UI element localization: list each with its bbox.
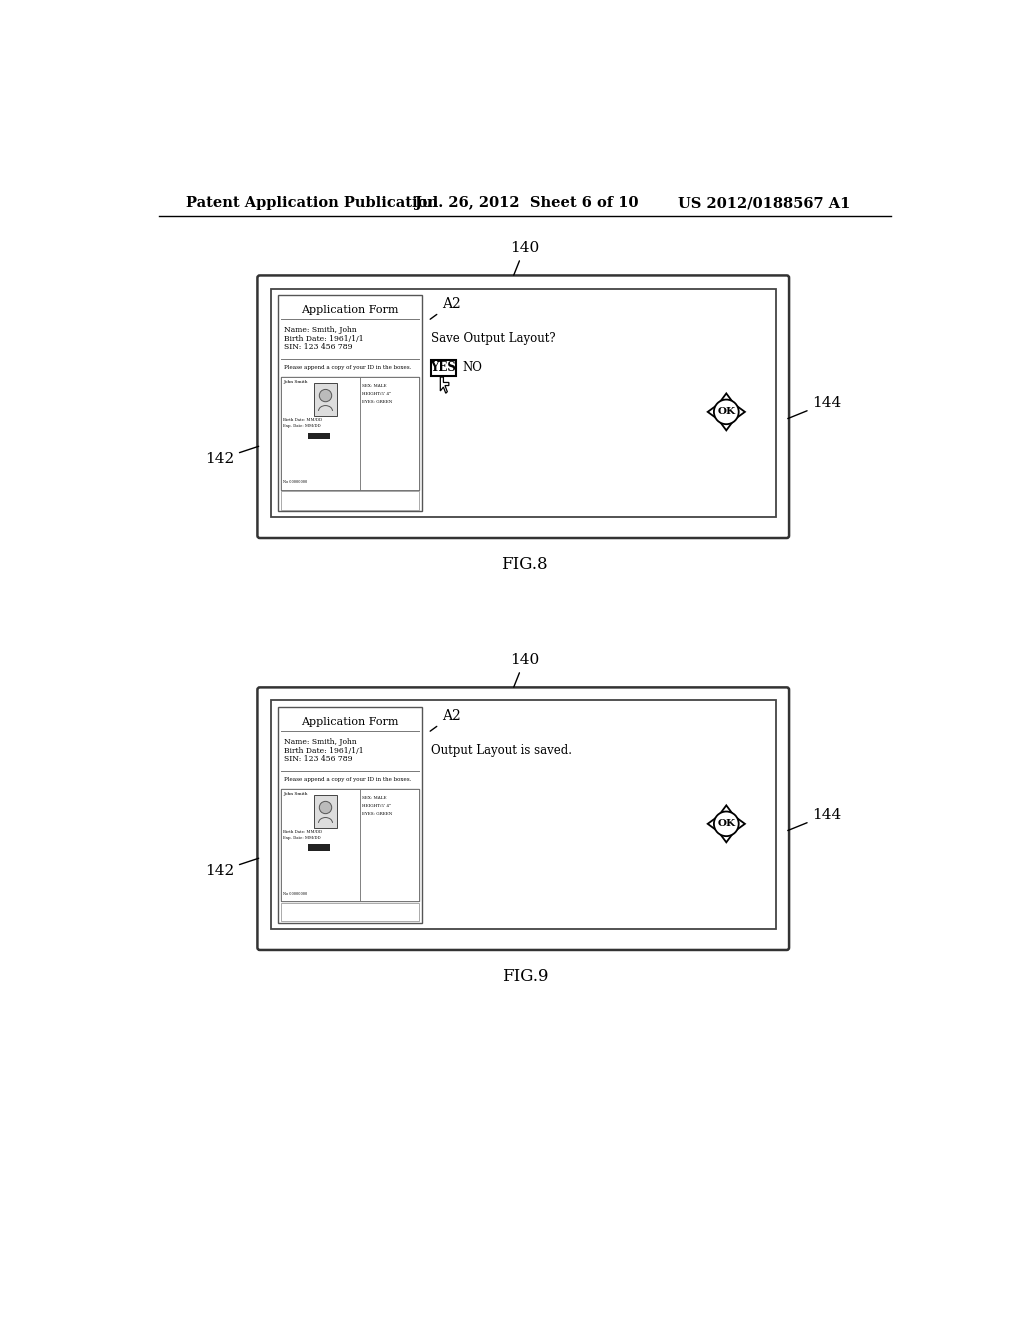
Text: 142: 142 bbox=[205, 858, 259, 878]
Text: Birth Date: 1961/1/1: Birth Date: 1961/1/1 bbox=[284, 334, 364, 343]
Text: 140: 140 bbox=[510, 242, 539, 275]
Text: A2: A2 bbox=[430, 297, 461, 319]
Bar bbox=[281, 378, 420, 490]
Text: Patent Application Publication: Patent Application Publication bbox=[186, 197, 438, 210]
Text: OK: OK bbox=[717, 408, 735, 416]
Bar bbox=[314, 383, 337, 416]
Text: A2: A2 bbox=[430, 709, 461, 731]
Text: Application Form: Application Form bbox=[301, 305, 398, 315]
Bar bbox=[281, 903, 420, 921]
Text: EYES: GREEN: EYES: GREEN bbox=[362, 812, 392, 816]
Text: US 2012/0188567 A1: US 2012/0188567 A1 bbox=[678, 197, 851, 210]
Bar bbox=[281, 378, 359, 490]
Circle shape bbox=[714, 400, 738, 424]
Polygon shape bbox=[716, 416, 737, 430]
Bar bbox=[359, 378, 420, 490]
Text: YES: YES bbox=[430, 362, 457, 375]
Text: Exp. Date: MM/DD: Exp. Date: MM/DD bbox=[283, 424, 321, 428]
Text: OK: OK bbox=[717, 820, 735, 829]
Bar bbox=[308, 845, 330, 851]
Bar bbox=[314, 795, 337, 828]
Text: Exp. Date: MM/DD: Exp. Date: MM/DD bbox=[283, 836, 321, 840]
Text: Birth Date: MM/DD: Birth Date: MM/DD bbox=[283, 418, 323, 422]
Text: No 00000000: No 00000000 bbox=[283, 892, 307, 896]
Text: Jul. 26, 2012  Sheet 6 of 10: Jul. 26, 2012 Sheet 6 of 10 bbox=[415, 197, 638, 210]
Text: Birth Date: MM/DD: Birth Date: MM/DD bbox=[283, 830, 323, 834]
Text: HEIGHT/5' 4": HEIGHT/5' 4" bbox=[362, 804, 391, 808]
Polygon shape bbox=[730, 813, 744, 834]
Bar bbox=[270, 701, 776, 929]
Polygon shape bbox=[716, 393, 737, 408]
Bar bbox=[270, 289, 776, 517]
Circle shape bbox=[714, 812, 738, 836]
Text: NO: NO bbox=[462, 362, 482, 375]
Text: Name: Smith, John: Name: Smith, John bbox=[284, 326, 356, 334]
Text: John Smith: John Smith bbox=[283, 792, 307, 796]
Polygon shape bbox=[716, 805, 737, 820]
Text: 144: 144 bbox=[787, 808, 842, 830]
Polygon shape bbox=[708, 813, 722, 834]
Text: Application Form: Application Form bbox=[301, 717, 398, 727]
Polygon shape bbox=[708, 401, 722, 422]
Polygon shape bbox=[440, 378, 449, 393]
Text: Output Layout is saved.: Output Layout is saved. bbox=[431, 744, 572, 758]
Bar bbox=[359, 789, 420, 902]
Bar bbox=[279, 706, 422, 923]
Text: SIN: 123 456 789: SIN: 123 456 789 bbox=[284, 755, 352, 763]
Text: SEX: MALE: SEX: MALE bbox=[362, 384, 387, 388]
Polygon shape bbox=[730, 401, 744, 422]
Circle shape bbox=[319, 801, 332, 813]
Bar bbox=[308, 433, 330, 440]
Bar bbox=[281, 789, 359, 902]
FancyBboxPatch shape bbox=[257, 688, 790, 950]
Text: FIG.9: FIG.9 bbox=[502, 969, 548, 986]
Polygon shape bbox=[716, 828, 737, 842]
Text: Birth Date: 1961/1/1: Birth Date: 1961/1/1 bbox=[284, 747, 364, 755]
Text: FIG.8: FIG.8 bbox=[502, 557, 548, 573]
Bar bbox=[431, 360, 456, 376]
Bar bbox=[281, 789, 420, 902]
Text: Please append a copy of your ID in the boxes.: Please append a copy of your ID in the b… bbox=[284, 777, 412, 783]
Text: Name: Smith, John: Name: Smith, John bbox=[284, 738, 356, 746]
Bar bbox=[281, 491, 420, 510]
Text: 144: 144 bbox=[787, 396, 842, 418]
Circle shape bbox=[319, 389, 332, 401]
Text: Save Output Layout?: Save Output Layout? bbox=[431, 333, 556, 345]
Text: SIN: 123 456 789: SIN: 123 456 789 bbox=[284, 343, 352, 351]
Text: HEIGHT/5' 4": HEIGHT/5' 4" bbox=[362, 392, 391, 396]
FancyBboxPatch shape bbox=[257, 276, 790, 539]
Text: John Smith: John Smith bbox=[283, 380, 307, 384]
Text: SEX: MALE: SEX: MALE bbox=[362, 796, 387, 800]
Text: EYES: GREEN: EYES: GREEN bbox=[362, 400, 392, 404]
Text: No 00000000: No 00000000 bbox=[283, 479, 307, 484]
Bar bbox=[279, 294, 422, 511]
Text: 142: 142 bbox=[205, 446, 259, 466]
Text: 140: 140 bbox=[510, 653, 539, 688]
Text: Please append a copy of your ID in the boxes.: Please append a copy of your ID in the b… bbox=[284, 366, 412, 371]
